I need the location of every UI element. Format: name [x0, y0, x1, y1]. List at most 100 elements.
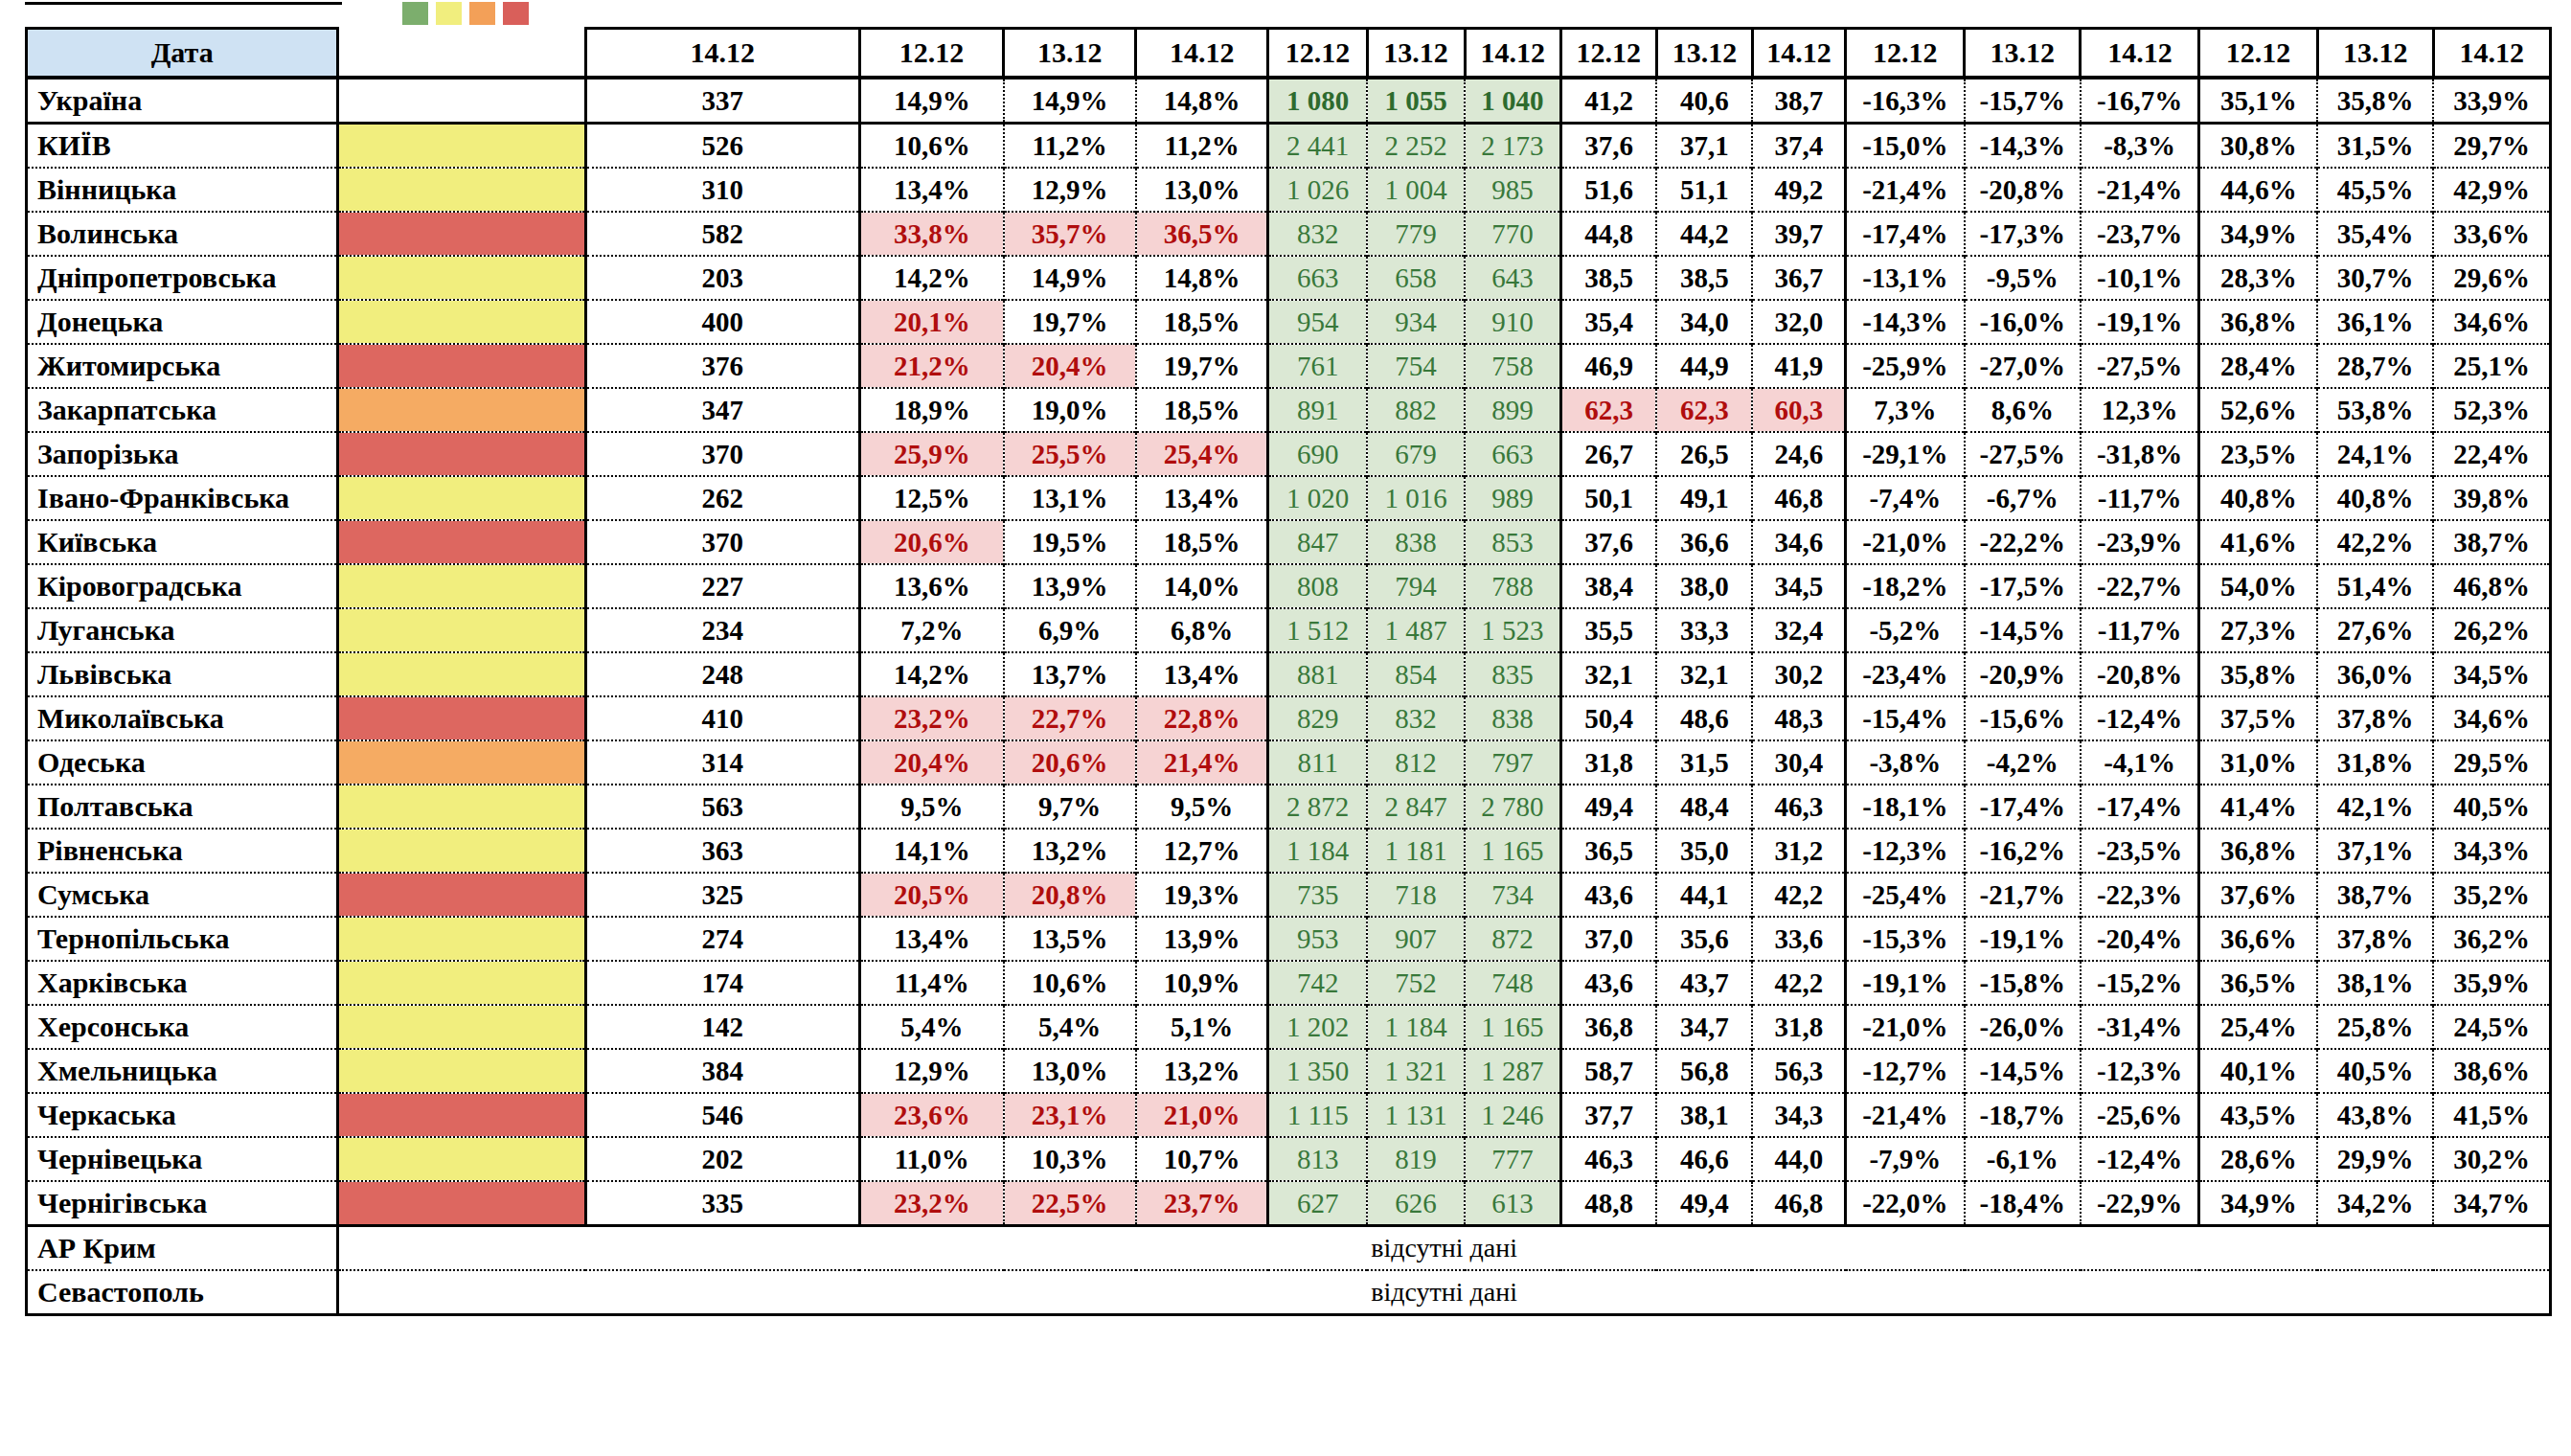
num-cell: 32,4	[1752, 608, 1845, 652]
pct-cell: 20,6%	[1004, 740, 1136, 785]
pct-cell: 18,5%	[1136, 300, 1268, 344]
green-value-cell: 788	[1465, 564, 1560, 608]
num-cell: 43,7	[1656, 961, 1752, 1005]
change-pct-cell: -21,0%	[1846, 520, 1965, 564]
pct-cell: 20,8%	[1004, 873, 1136, 917]
num-cell: 33,3	[1656, 608, 1752, 652]
pct-cell: 13,4%	[859, 168, 1003, 212]
green-value-cell: 1 350	[1268, 1049, 1367, 1093]
last-pct-cell: 31,5%	[2317, 124, 2433, 169]
change-pct-cell: -23,5%	[2081, 829, 2199, 873]
green-value-cell: 613	[1465, 1181, 1560, 1226]
indicator-color-cell	[338, 432, 585, 476]
last-pct-cell: 34,3%	[2433, 829, 2550, 873]
pct-cell: 20,6%	[859, 520, 1003, 564]
change-pct-cell: -21,7%	[1965, 873, 2081, 917]
change-pct-cell: -6,7%	[1965, 476, 2081, 520]
table-row: Кіровоградська22713,6%13,9%14,0%80879478…	[27, 564, 2551, 608]
pct-cell: 21,0%	[1136, 1093, 1268, 1137]
last-pct-cell: 25,4%	[2199, 1005, 2317, 1049]
green-value-cell: 761	[1268, 344, 1367, 388]
count-cell: 142	[585, 1005, 859, 1049]
pct-cell: 10,7%	[1136, 1137, 1268, 1181]
green-value-cell: 835	[1465, 652, 1560, 696]
last-pct-cell: 37,8%	[2317, 917, 2433, 961]
green-value-cell: 838	[1465, 696, 1560, 740]
green-value-cell: 838	[1367, 520, 1465, 564]
last-pct-cell: 34,6%	[2433, 300, 2550, 344]
change-pct-cell: -17,4%	[2081, 785, 2199, 829]
green-value-cell: 1 184	[1268, 829, 1367, 873]
green-value-cell: 742	[1268, 961, 1367, 1005]
table-row: Луганська2347,2%6,9%6,8%1 5121 4871 5233…	[27, 608, 2551, 652]
change-pct-cell: -16,3%	[1846, 78, 1965, 124]
indicator-color-cell	[338, 652, 585, 696]
change-pct-cell: 8,6%	[1965, 388, 2081, 432]
region-name-cell: Івано-Франківська	[27, 476, 338, 520]
num-cell: 35,6	[1656, 917, 1752, 961]
indicator-color-cell	[338, 696, 585, 740]
num-cell: 41,9	[1752, 344, 1845, 388]
last-pct-cell: 40,8%	[2317, 476, 2433, 520]
group-date-header: 12.12	[1560, 29, 1656, 79]
pct-cell: 25,9%	[859, 432, 1003, 476]
no-data-cell: відсутні дані	[338, 1226, 2551, 1271]
pct-cell: 14,9%	[1004, 256, 1136, 300]
num-cell: 35,5	[1560, 608, 1656, 652]
change-pct-cell: -17,4%	[1965, 785, 2081, 829]
green-value-cell: 891	[1268, 388, 1367, 432]
pct-cell: 19,3%	[1136, 873, 1268, 917]
indicator-color-cell	[338, 78, 585, 124]
last-pct-cell: 40,8%	[2199, 476, 2317, 520]
pct-cell: 14,9%	[859, 78, 1003, 124]
pct-cell: 12,7%	[1136, 829, 1268, 873]
table-row: Київська37020,6%19,5%18,5%84783885337,63…	[27, 520, 2551, 564]
last-pct-cell: 40,5%	[2317, 1049, 2433, 1093]
num-cell: 48,6	[1656, 696, 1752, 740]
change-pct-cell: -25,6%	[2081, 1093, 2199, 1137]
num-cell: 42,2	[1752, 961, 1845, 1005]
count-cell: 400	[585, 300, 859, 344]
last-pct-cell: 36,6%	[2199, 917, 2317, 961]
count-cell: 325	[585, 873, 859, 917]
group-date-header: 13.12	[1004, 29, 1136, 79]
change-pct-cell: -20,9%	[1965, 652, 2081, 696]
change-pct-cell: -10,1%	[2081, 256, 2199, 300]
change-pct-cell: -14,3%	[1846, 300, 1965, 344]
pct-cell: 19,0%	[1004, 388, 1136, 432]
region-name-cell: Донецька	[27, 300, 338, 344]
last-pct-cell: 35,8%	[2199, 652, 2317, 696]
last-pct-cell: 27,3%	[2199, 608, 2317, 652]
group-date-header: 14.12	[1465, 29, 1560, 79]
green-value-cell: 1 055	[1367, 78, 1465, 124]
last-pct-cell: 34,6%	[2433, 696, 2550, 740]
pct-cell: 7,2%	[859, 608, 1003, 652]
last-pct-cell: 36,8%	[2199, 300, 2317, 344]
num-cell: 46,3	[1560, 1137, 1656, 1181]
pct-cell: 13,4%	[1136, 652, 1268, 696]
pct-cell: 14,8%	[1136, 256, 1268, 300]
num-cell: 41,2	[1560, 78, 1656, 124]
green-value-cell: 752	[1367, 961, 1465, 1005]
green-value-cell: 734	[1465, 873, 1560, 917]
pct-cell: 23,7%	[1136, 1181, 1268, 1226]
last-pct-cell: 30,7%	[2317, 256, 2433, 300]
pct-cell: 14,1%	[859, 829, 1003, 873]
legend-strip-spacer	[589, 2, 2552, 27]
pct-cell: 18,5%	[1136, 520, 1268, 564]
num-cell: 30,4	[1752, 740, 1845, 785]
region-name-cell: Одеська	[27, 740, 338, 785]
pct-cell: 6,8%	[1136, 608, 1268, 652]
pct-cell: 13,5%	[1004, 917, 1136, 961]
count-cell: 310	[585, 168, 859, 212]
last-pct-cell: 46,8%	[2433, 564, 2550, 608]
last-pct-cell: 37,6%	[2199, 873, 2317, 917]
pct-cell: 14,8%	[1136, 78, 1268, 124]
num-cell: 44,1	[1656, 873, 1752, 917]
pct-cell: 19,5%	[1004, 520, 1136, 564]
table-row: Херсонська1425,4%5,4%5,1%1 2021 1841 165…	[27, 1005, 2551, 1049]
change-pct-cell: -29,1%	[1846, 432, 1965, 476]
change-pct-cell: -21,4%	[1846, 1093, 1965, 1137]
change-pct-cell: -6,1%	[1965, 1137, 2081, 1181]
num-cell: 36,7	[1752, 256, 1845, 300]
